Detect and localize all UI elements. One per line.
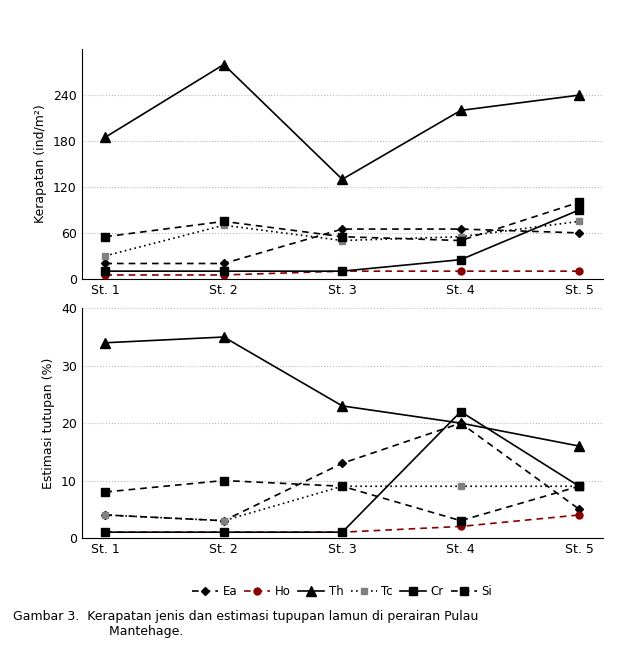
Legend: Ea, Ho, Th, Tc, Cr, Si: Ea, Ho, Th, Tc, Cr, Si — [192, 326, 492, 339]
Y-axis label: Kerapatan (ind/m²): Kerapatan (ind/m²) — [35, 104, 47, 224]
Legend: Ea, Ho, Th, Tc, Cr, Si: Ea, Ho, Th, Tc, Cr, Si — [192, 585, 492, 598]
Y-axis label: Estimasi tutupan (%): Estimasi tutupan (%) — [42, 358, 55, 489]
Text: Gambar 3.  Kerapatan jenis dan estimasi tupupan lamun di perairan Pulau
        : Gambar 3. Kerapatan jenis dan estimasi t… — [13, 610, 478, 638]
